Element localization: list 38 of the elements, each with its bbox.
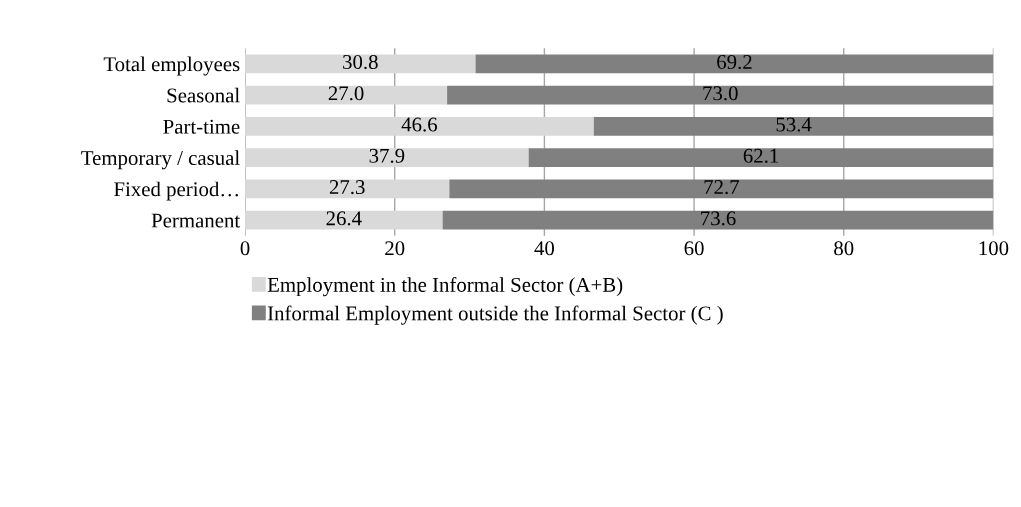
bar xyxy=(245,148,529,167)
data-label: 73.0 xyxy=(703,86,738,101)
bar xyxy=(245,179,450,199)
data-label: 37.9 xyxy=(369,148,405,163)
data-label: 46.6 xyxy=(401,117,438,132)
data-label: 72.7 xyxy=(704,180,740,195)
y-tick-label: Fixed period… xyxy=(114,181,238,201)
bar xyxy=(449,179,994,199)
bar xyxy=(447,85,994,105)
legend-label: Informal Employment outside the Informal Sector (C ) xyxy=(267,305,723,325)
data-label: 69.2 xyxy=(717,55,752,70)
x-tick-label: 80 xyxy=(834,241,854,256)
bar xyxy=(528,148,994,167)
x-tick-label: 40 xyxy=(534,241,555,256)
data-label: 53.4 xyxy=(776,117,812,132)
x-tick-label: 100 xyxy=(979,241,1009,256)
data-label: 62.1 xyxy=(743,148,779,163)
data-label: 27.0 xyxy=(328,86,364,101)
y-tick-label: Seasonal xyxy=(167,87,240,103)
data-label: 26.4 xyxy=(326,211,362,226)
data-label: 27.3 xyxy=(329,180,365,195)
data-label: 30.8 xyxy=(343,54,378,70)
legend-label: Employment in the Informal Sector (A+B) xyxy=(267,277,623,297)
y-tick-label: Temporary / casual xyxy=(81,150,240,170)
bar xyxy=(245,116,594,136)
x-tick-label: 0 xyxy=(240,241,250,256)
bar xyxy=(475,54,994,74)
x-tick-label: 60 xyxy=(684,241,704,256)
y-tick-label: Part-time xyxy=(163,119,240,134)
bar xyxy=(245,54,476,74)
bar xyxy=(593,116,994,136)
y-tick-label: Permanent xyxy=(151,213,241,228)
y-tick-label: Total employees xyxy=(103,56,240,76)
bar xyxy=(245,85,448,105)
bar xyxy=(442,210,994,230)
bar xyxy=(245,210,443,230)
data-label: 73.6 xyxy=(701,211,736,226)
x-tick-label: 20 xyxy=(385,241,405,256)
